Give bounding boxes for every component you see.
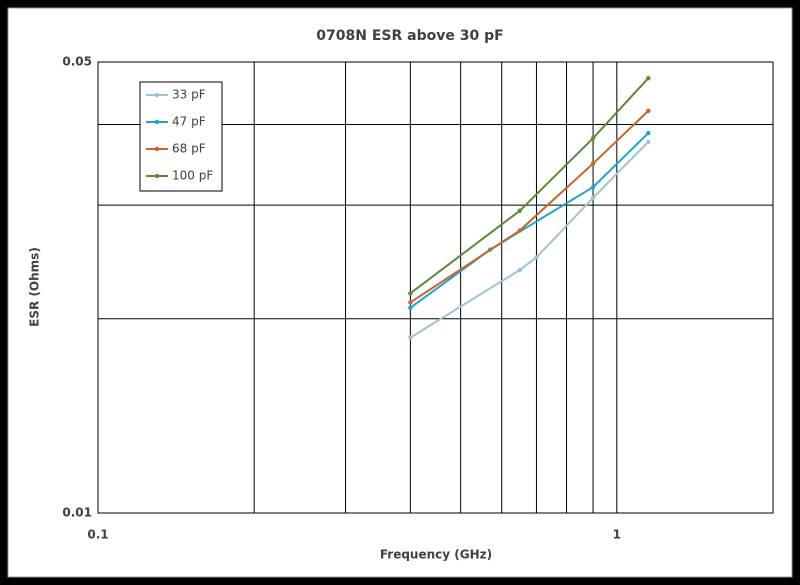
x-tick-label: 1 (613, 528, 621, 542)
data-point (408, 291, 413, 296)
data-point (590, 195, 596, 200)
data-point (590, 184, 596, 190)
y-tick-label: 0.01 (62, 506, 92, 520)
data-point (408, 335, 413, 340)
data-point (517, 208, 522, 214)
legend-label: 68 pF (172, 142, 206, 156)
series-line (409, 77, 650, 295)
legend-box (139, 81, 223, 192)
data-point (646, 108, 651, 114)
data-point (590, 135, 596, 141)
y-tick-label: 0.05 (62, 55, 92, 69)
data-point (408, 300, 413, 305)
data-point (646, 130, 651, 136)
legend-label: 100 pF (172, 169, 213, 183)
legend-label: 47 pF (172, 115, 206, 129)
chart-title: 0708N ESR above 30 pF (316, 28, 503, 44)
data-point (517, 267, 522, 273)
x-tick-label: 0.1 (87, 528, 108, 542)
data-point (646, 139, 651, 145)
legend-marker (154, 119, 160, 125)
series-line (409, 132, 650, 309)
legend-label: 33 pF (172, 88, 206, 102)
legend-marker (154, 92, 160, 98)
data-point (590, 161, 596, 166)
series-line (409, 110, 650, 304)
data-point (534, 255, 539, 260)
x-axis-title: Frequency (GHz) (380, 548, 492, 562)
data-point (646, 75, 651, 81)
data-point (517, 228, 522, 233)
y-axis-title: ESR (Ohms) (28, 247, 42, 327)
data-point (408, 305, 413, 310)
legend-marker (154, 146, 160, 152)
legend-marker (154, 173, 160, 179)
